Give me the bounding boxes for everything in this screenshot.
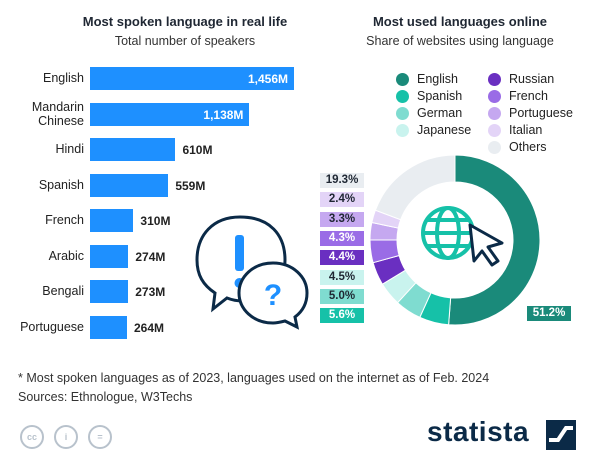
category-label: English	[43, 71, 84, 85]
svg-text:?: ?	[264, 279, 282, 312]
bar-value-label: 274M	[135, 249, 166, 264]
category-label: Portuguese	[20, 319, 84, 334]
percent-label-spanish: 5.6%	[320, 308, 364, 324]
legend-label: French	[509, 89, 548, 103]
legend-label: Others	[509, 140, 547, 154]
statista-logo-icon	[546, 420, 576, 450]
legend-swatch	[488, 140, 501, 154]
category-label: Mandarin Chinese	[31, 99, 84, 128]
legend-item: Italian	[488, 123, 542, 137]
donut-chart	[369, 154, 541, 326]
category-label: Bengali	[42, 284, 84, 298]
bar	[90, 102, 250, 126]
bar	[90, 280, 129, 303]
legend-swatch	[396, 89, 409, 103]
legend-label: Russian	[509, 72, 555, 86]
category-label: Arabic	[48, 248, 84, 263]
percent-label-japanese: 4.5%	[320, 269, 364, 285]
percent-label-french: 4.3%	[320, 230, 364, 246]
nd-icon: =	[88, 425, 112, 449]
by-icon: i	[54, 425, 78, 449]
bar-value-label: 1,456M	[247, 72, 288, 86]
legend-item: French	[488, 89, 548, 103]
legend-swatch	[396, 106, 409, 120]
category-label: Hindi	[55, 142, 85, 156]
bar	[90, 67, 294, 90]
legend-item: Japanese	[396, 123, 471, 137]
sources: Sources: Ethnologue, W3Techs	[18, 390, 193, 404]
legend-label: Italian	[509, 123, 543, 137]
legend-swatch	[488, 123, 501, 137]
percent-label-german: 5.0%	[320, 288, 364, 304]
bar-value-label: 610M	[182, 143, 213, 157]
legend-swatch	[488, 89, 501, 103]
percent-label-others: 19.3%	[320, 173, 364, 188]
legend-item: Russian	[488, 72, 554, 86]
bar-value-label: 1,138M	[203, 107, 244, 122]
category-label: French	[45, 213, 84, 227]
left-chart-title: Most spoken language in real life	[82, 14, 288, 29]
legend-label: English	[417, 72, 458, 86]
legend-label: Spanish	[417, 89, 463, 103]
donut-slice-english	[448, 154, 541, 326]
legend-swatch	[488, 106, 501, 120]
percent-label-russian: 4.4%	[320, 250, 364, 266]
bar-value-label: 559M	[175, 178, 206, 193]
percent-label-portuguese: 3.3%	[320, 211, 364, 227]
legend-swatch	[488, 72, 501, 86]
bar-chart: English 1,456M Mandarin Chinese 1,138M Hindi…	[0, 60, 330, 350]
donut-slice-others	[374, 154, 456, 221]
percent-label-italian: 2.4%	[320, 192, 364, 208]
footnote: * Most spoken languages as of 2023, lang…	[18, 371, 490, 385]
bar	[90, 244, 129, 268]
bar	[90, 209, 134, 232]
legend-item: Others	[488, 140, 547, 154]
left-chart-subtitle: Total number of speakers	[114, 34, 256, 48]
legend-swatch	[396, 123, 409, 137]
right-chart-title: Most used languages online	[372, 14, 548, 29]
percent-label-english: 51.2%	[527, 306, 571, 321]
bar	[90, 138, 176, 161]
cc-icon: cc	[20, 425, 44, 449]
legend-item: Spanish	[396, 89, 462, 103]
bar-value-label: 310M	[140, 214, 171, 228]
legend-swatch	[396, 72, 409, 86]
bar-value-label: 264M	[133, 320, 165, 335]
bar	[90, 315, 127, 339]
right-chart-subtitle: Share of websites using language	[366, 34, 554, 48]
legend-label: Japanese	[417, 123, 472, 137]
legend-item: German	[396, 106, 462, 120]
bar-value-label: 273M	[135, 285, 166, 299]
speech-bubbles-icon: ?	[195, 215, 309, 330]
legend-label: German	[417, 106, 463, 120]
legend-item: English	[396, 72, 458, 86]
brand-logo: statista	[427, 416, 530, 447]
legend-item: Portuguese	[488, 106, 573, 120]
globe-icon	[421, 206, 504, 267]
category-label: Spanish	[38, 177, 84, 192]
bar	[90, 173, 169, 197]
legend-label: Portuguese	[509, 106, 573, 120]
